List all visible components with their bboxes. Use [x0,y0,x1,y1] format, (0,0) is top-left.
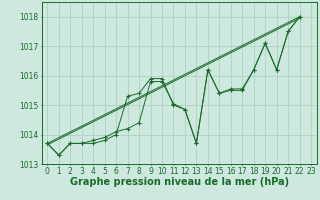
X-axis label: Graphe pression niveau de la mer (hPa): Graphe pression niveau de la mer (hPa) [70,177,289,187]
